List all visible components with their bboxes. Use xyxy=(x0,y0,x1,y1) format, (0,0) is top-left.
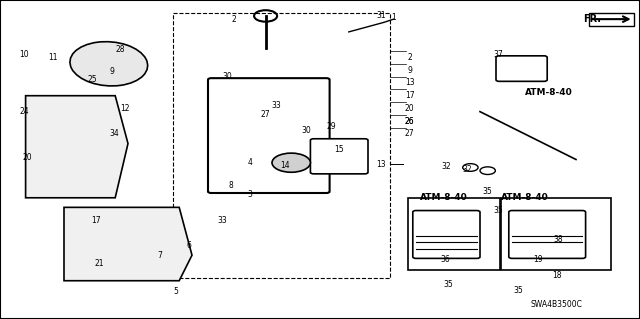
Text: 21: 21 xyxy=(95,259,104,268)
Text: 20: 20 xyxy=(22,153,32,162)
FancyBboxPatch shape xyxy=(509,211,586,258)
Text: FR.: FR. xyxy=(583,13,601,24)
Bar xyxy=(408,198,500,270)
Text: 5: 5 xyxy=(173,287,179,296)
Text: 10: 10 xyxy=(19,50,29,59)
Text: 35: 35 xyxy=(493,206,503,215)
Text: 4: 4 xyxy=(247,158,252,167)
Text: 3: 3 xyxy=(247,190,252,199)
Text: 20: 20 xyxy=(404,104,415,113)
Text: 15: 15 xyxy=(334,145,344,154)
Text: 1: 1 xyxy=(391,13,396,22)
Text: 28: 28 xyxy=(116,45,125,54)
Text: 7: 7 xyxy=(157,251,163,260)
Bar xyxy=(501,198,611,270)
Text: 30: 30 xyxy=(222,72,232,81)
Text: 32: 32 xyxy=(462,165,472,174)
Text: 19: 19 xyxy=(532,256,543,264)
Bar xyxy=(589,13,634,26)
Text: 36: 36 xyxy=(440,256,450,264)
Text: 17: 17 xyxy=(404,91,415,100)
Text: 27: 27 xyxy=(404,130,415,138)
Text: 2: 2 xyxy=(407,53,412,62)
Ellipse shape xyxy=(70,42,148,86)
Text: 26: 26 xyxy=(404,117,415,126)
Circle shape xyxy=(480,167,495,174)
Text: ATM-8-40: ATM-8-40 xyxy=(525,88,573,97)
Polygon shape xyxy=(64,207,192,281)
Circle shape xyxy=(463,164,478,171)
Text: 13: 13 xyxy=(376,160,386,169)
Text: 14: 14 xyxy=(280,161,290,170)
Circle shape xyxy=(272,153,310,172)
Bar xyxy=(173,13,390,278)
Text: 33: 33 xyxy=(218,216,228,225)
Text: 31: 31 xyxy=(376,11,387,20)
Text: 33: 33 xyxy=(271,101,282,110)
Text: 32: 32 xyxy=(441,162,451,171)
Text: 29: 29 xyxy=(326,122,337,130)
Text: 35: 35 xyxy=(513,286,524,295)
FancyBboxPatch shape xyxy=(208,78,330,193)
FancyBboxPatch shape xyxy=(413,211,480,258)
Text: 9: 9 xyxy=(407,66,412,75)
Text: 17: 17 xyxy=(91,216,101,225)
Text: 35: 35 xyxy=(483,187,493,196)
FancyBboxPatch shape xyxy=(496,56,547,81)
Text: ATM-8-40: ATM-8-40 xyxy=(501,193,548,202)
Text: 2: 2 xyxy=(231,15,236,24)
Text: 26: 26 xyxy=(404,117,415,126)
Text: 34: 34 xyxy=(109,129,119,138)
Text: SWA4B3500C: SWA4B3500C xyxy=(531,300,583,309)
Text: 18: 18 xyxy=(552,271,561,280)
Text: 8: 8 xyxy=(228,181,233,189)
Text: 25: 25 xyxy=(88,75,98,84)
Text: 37: 37 xyxy=(493,50,503,59)
Text: ATM-8-40: ATM-8-40 xyxy=(420,193,467,202)
Text: 27: 27 xyxy=(260,110,271,119)
Text: 38: 38 xyxy=(553,235,563,244)
Text: 12: 12 xyxy=(120,104,129,113)
Text: 6: 6 xyxy=(186,241,191,250)
Text: 24: 24 xyxy=(19,107,29,116)
Polygon shape xyxy=(26,96,128,198)
Text: 11: 11 xyxy=(48,53,57,62)
Text: 35: 35 xyxy=(443,280,453,289)
Text: 13: 13 xyxy=(404,78,415,87)
Text: 9: 9 xyxy=(109,67,115,76)
FancyBboxPatch shape xyxy=(310,139,368,174)
Text: 30: 30 xyxy=(301,126,311,135)
